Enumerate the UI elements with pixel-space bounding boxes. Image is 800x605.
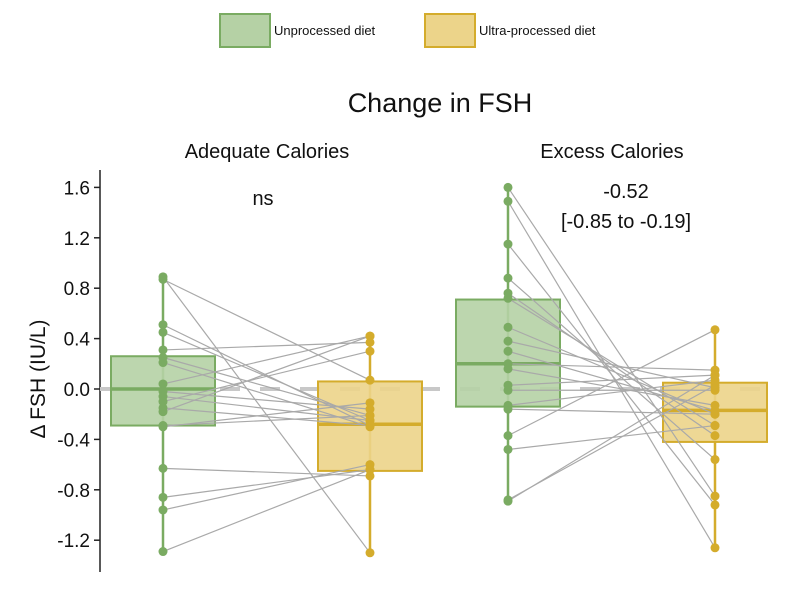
paired-line: [507, 363, 716, 371]
y-tick-label: 0.8: [64, 279, 90, 300]
y-tick-label: 1.2: [64, 229, 90, 250]
data-point-unprocessed: [158, 407, 168, 417]
data-point-unprocessed: [503, 385, 513, 395]
data-point-unprocessed: [158, 274, 168, 284]
paired-line: [507, 384, 716, 501]
y-tick-label: 1.6: [64, 178, 90, 199]
paired-line: [162, 414, 371, 427]
paired-line: [507, 374, 716, 386]
data-point-unprocessed: [158, 505, 168, 515]
panel-label: Adequate Calories: [185, 141, 350, 163]
data-point-unprocessed: [503, 239, 513, 249]
paired-line: [507, 368, 716, 406]
y-tick-label: -1.2: [57, 531, 90, 552]
paired-line: [162, 350, 371, 403]
paired-line: [162, 402, 371, 428]
paired-line: [162, 324, 371, 427]
data-point-unprocessed: [158, 492, 168, 502]
data-point-ultra: [365, 421, 375, 431]
data-point-ultra: [710, 421, 720, 431]
data-point-ultra: [365, 337, 375, 347]
data-point-unprocessed: [503, 444, 513, 454]
data-point-unprocessed: [158, 463, 168, 473]
paired-line: [162, 335, 371, 413]
data-point-ultra: [365, 471, 375, 481]
data-point-unprocessed: [503, 196, 513, 206]
paired-line: [507, 340, 716, 389]
data-point-ultra: [365, 404, 375, 414]
data-point-unprocessed: [158, 345, 168, 355]
data-point-ultra: [710, 500, 720, 510]
data-point-ultra: [710, 380, 720, 390]
paired-line: [507, 408, 716, 415]
data-point-unprocessed: [503, 431, 513, 441]
data-point-ultra: [365, 465, 375, 475]
paired-line: [162, 407, 371, 427]
data-point-ultra: [710, 431, 720, 441]
paired-line: [162, 390, 371, 410]
paired-line: [162, 464, 371, 511]
data-point-unprocessed: [158, 327, 168, 337]
y-axis-label: Δ FSH (IU/L): [27, 319, 50, 438]
data-point-ultra: [365, 548, 375, 558]
paired-line: [162, 278, 371, 381]
data-point-ultra: [365, 331, 375, 341]
panel-1: Excess Calories -0.52 [-0.85 to -0.19]: [455, 141, 768, 553]
paired-line: [162, 395, 371, 422]
data-point-unprocessed: [158, 397, 168, 407]
data-point-unprocessed: [503, 495, 513, 505]
panel-label: Excess Calories: [540, 141, 683, 163]
paired-line: [507, 187, 716, 497]
data-point-ultra: [365, 398, 375, 408]
paired-line: [162, 469, 371, 498]
data-point-ultra: [710, 409, 720, 419]
y-tick-label: 0.0: [64, 380, 90, 401]
paired-line: [507, 329, 716, 437]
paired-line: [507, 379, 716, 406]
data-point-ultra: [710, 400, 720, 410]
data-point-unprocessed: [158, 547, 168, 557]
chart-title: Change in FSH: [348, 88, 533, 118]
data-point-unprocessed: [503, 182, 513, 192]
legend-swatch-unprocessed: [219, 13, 271, 48]
legend: Unprocessed diet Ultra-processed diet: [219, 13, 596, 48]
data-point-unprocessed: [158, 422, 168, 432]
data-point-ultra: [710, 325, 720, 335]
data-point-unprocessed: [503, 322, 513, 332]
legend-label-unprocessed: Unprocessed diet: [274, 23, 376, 38]
legend-label-ultra: Ultra-processed diet: [479, 23, 596, 38]
data-point-unprocessed: [503, 346, 513, 356]
data-point-unprocessed: [158, 320, 168, 330]
y-tick-label: -0.4: [57, 430, 90, 451]
paired-line: [507, 350, 716, 411]
panel-annotation: ns: [252, 188, 273, 210]
y-tick-label: 0.4: [64, 330, 91, 351]
data-point-unprocessed: [503, 273, 513, 283]
data-point-unprocessed: [158, 358, 168, 368]
data-point-ultra: [710, 455, 720, 465]
data-point-ultra: [710, 543, 720, 553]
data-point-unprocessed: [503, 364, 513, 374]
panel-annotation: [-0.85 to -0.19]: [561, 211, 691, 233]
paired-line: [507, 243, 716, 506]
panel-annotation: -0.52: [603, 181, 649, 203]
data-point-ultra: [365, 346, 375, 356]
panel-0: Adequate Calories ns: [110, 141, 423, 558]
data-point-ultra: [710, 370, 720, 380]
data-point-ultra: [710, 491, 720, 501]
paired-line: [162, 469, 371, 553]
data-point-unprocessed: [503, 404, 513, 414]
legend-swatch-ultra: [424, 13, 476, 48]
y-tick-label: -0.8: [57, 481, 90, 502]
data-point-unprocessed: [503, 293, 513, 303]
paired-line: [162, 335, 371, 385]
data-point-ultra: [365, 375, 375, 385]
data-point-unprocessed: [158, 379, 168, 389]
data-point-ultra: [365, 410, 375, 420]
data-point-unprocessed: [503, 336, 513, 346]
